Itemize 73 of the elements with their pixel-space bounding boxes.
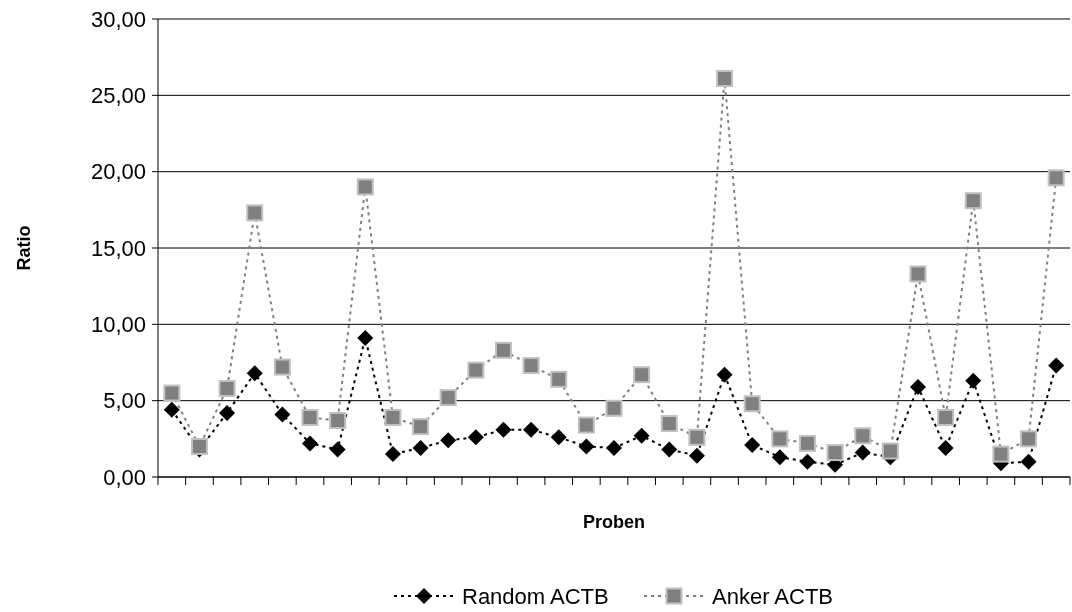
y-tick-label: 15,00 [90,235,146,261]
point [577,416,595,434]
point [798,434,816,452]
point [163,401,180,418]
point [992,445,1010,463]
point [495,421,512,438]
y-tick-label: 10,00 [90,312,146,338]
point [357,330,374,347]
point [219,404,236,421]
point [633,427,650,444]
point [965,372,982,389]
point [302,435,318,452]
point [218,379,236,397]
point [744,436,761,453]
point [937,408,955,426]
point [909,265,927,283]
point [467,429,484,446]
y-axis-title: Ratio [14,225,34,271]
point [578,438,595,455]
point [688,447,705,464]
point [273,358,291,376]
point [467,361,485,379]
point [881,442,899,460]
point [163,384,181,402]
point [246,365,263,382]
point [190,437,208,455]
point [1020,453,1037,470]
point [716,366,733,383]
point [799,453,816,470]
point [439,389,457,407]
y-tick-label: 30,00 [90,6,146,32]
point [660,415,678,433]
point [522,357,540,375]
legend-label: Random ACTB [462,583,609,609]
point [854,427,872,445]
point [329,441,346,458]
point [412,418,430,436]
point [550,429,567,446]
point [494,341,512,359]
point [384,408,402,426]
y-tick-label: 5,00 [103,388,146,414]
point [1048,357,1065,374]
y-tick-label: 25,00 [90,83,146,109]
point [356,178,374,196]
y-tick-label: 0,00 [103,464,146,490]
point [910,378,926,395]
point [605,399,623,417]
point [854,444,871,461]
point [771,449,788,466]
y-tick-label: 20,00 [90,159,146,185]
point [440,432,457,449]
point [964,192,982,210]
point [412,439,429,456]
point [301,408,319,426]
point [688,428,706,446]
point [606,439,622,456]
x-axis-title: Proben [582,512,646,532]
point [246,204,264,222]
legend-label: Anker ACTB [712,583,834,609]
point [937,439,954,456]
point [771,430,789,448]
point [523,421,540,438]
point [633,366,651,384]
point [274,406,291,423]
point [550,370,568,388]
point [743,395,761,413]
point [384,446,401,463]
point [1020,430,1038,448]
point [329,412,347,430]
point [716,70,734,88]
point [661,441,678,458]
point [826,444,844,462]
point [1047,169,1065,187]
